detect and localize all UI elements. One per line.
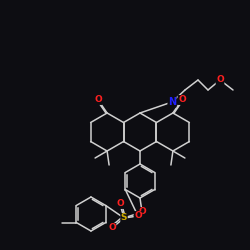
Text: O: O xyxy=(116,200,124,208)
Text: O: O xyxy=(216,76,224,84)
Text: O: O xyxy=(94,96,102,104)
Text: S: S xyxy=(121,214,127,222)
Text: O: O xyxy=(138,208,146,216)
Text: O: O xyxy=(108,224,116,232)
Text: O: O xyxy=(134,212,142,220)
Text: O: O xyxy=(178,96,186,104)
Text: N: N xyxy=(168,97,176,107)
